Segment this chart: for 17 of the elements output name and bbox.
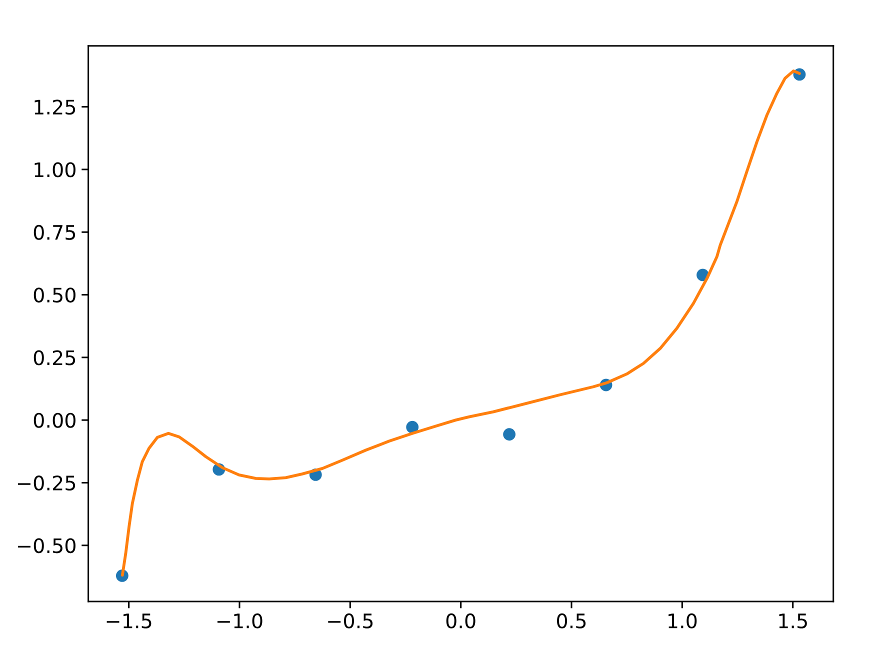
y-tick-label: 1.25 — [34, 100, 76, 115]
x-tick-label: 0.0 — [446, 613, 476, 628]
y-tick-label: 0.75 — [34, 224, 76, 240]
x-tick-label: 0.5 — [557, 613, 586, 628]
y-tick-label: 0.00 — [34, 412, 76, 428]
point — [503, 428, 516, 441]
y-tick-label: 1.00 — [34, 162, 76, 178]
x-tick-label: 1.5 — [779, 614, 807, 628]
y-tick-label: 0.25 — [34, 350, 76, 366]
x-tick-label: −0.5 — [328, 613, 373, 628]
x-tick-label: −1.0 — [217, 613, 262, 628]
point — [406, 420, 419, 434]
x-tick-label: −1.5 — [106, 614, 152, 628]
y-tick-label: −0.25 — [18, 476, 76, 491]
x-tick-label: 1.0 — [668, 613, 697, 628]
y-tick-label: 0.50 — [34, 288, 76, 303]
y-tick-label: −0.50 — [18, 538, 76, 554]
